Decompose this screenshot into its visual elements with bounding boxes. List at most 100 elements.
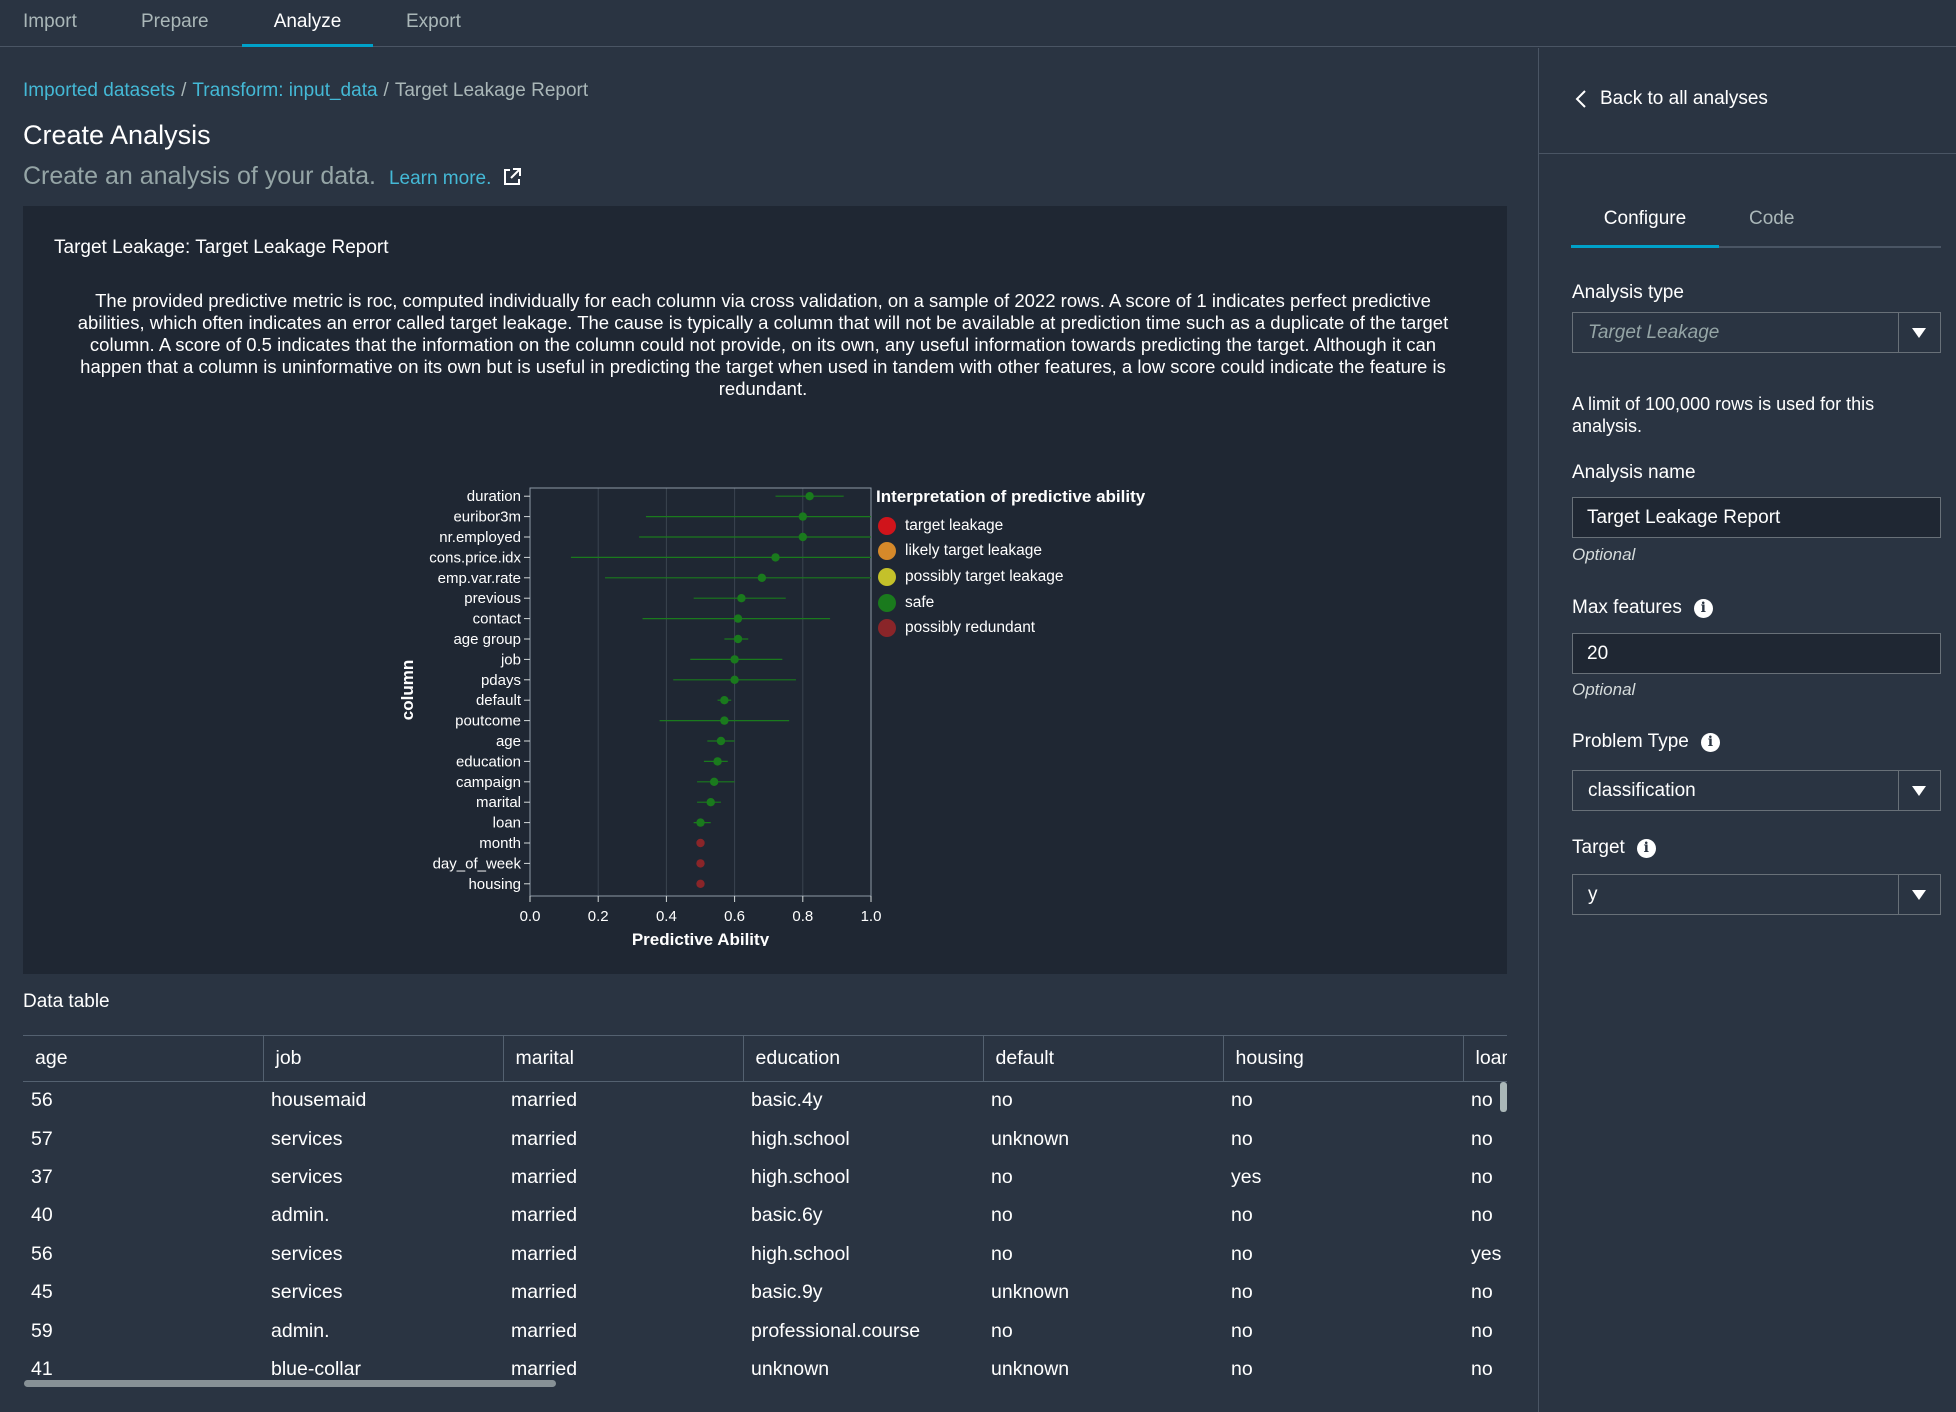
x-tick-label: 1.0 [861, 908, 882, 925]
table-cell-default: no [991, 1242, 1013, 1265]
tab-import[interactable]: Import [23, 11, 77, 32]
column-header-loan[interactable]: loan [1462, 1035, 1507, 1082]
table-cell-default: unknown [991, 1357, 1070, 1380]
data-point-contact [733, 614, 743, 623]
y-tick-label: age [496, 733, 521, 750]
table-row[interactable]: 37 services married high.school no yes no [23, 1158, 1507, 1196]
analysis-name-optional-hint: Optional [1572, 545, 1636, 564]
breadcrumb-separator: / [181, 80, 187, 101]
table-row[interactable]: 40 admin. married basic.6y no no no [23, 1197, 1507, 1235]
table-cell-default: unknown [991, 1281, 1070, 1304]
target-select[interactable]: y [1572, 874, 1941, 915]
table-cell-job: blue-collar [271, 1357, 361, 1380]
column-header-marital[interactable]: marital [502, 1035, 743, 1082]
table-cell-education: basic.4y [751, 1089, 823, 1112]
table-cell-loan: no [1471, 1281, 1493, 1304]
table-cell-loan: no [1471, 1089, 1493, 1112]
legend-dot [878, 619, 896, 638]
column-header-education[interactable]: education [742, 1035, 983, 1082]
breadcrumb-transform[interactable]: Transform: input_data [192, 80, 378, 101]
legend-dot [878, 567, 896, 586]
breadcrumb: Imported datasets / Transform: input_data /… [23, 80, 588, 102]
y-tick-label: nr.employed [439, 529, 521, 546]
max-features-info-icon[interactable]: i [1693, 598, 1713, 618]
target-label: Target i [1572, 837, 1656, 859]
table-cell-age: 59 [31, 1319, 53, 1342]
column-header-job[interactable]: job [262, 1035, 503, 1082]
tab-export[interactable]: Export [406, 11, 461, 32]
table-cell-housing: no [1231, 1242, 1253, 1265]
analysis-type-select[interactable]: Target Leakage [1572, 312, 1941, 353]
table-cell-marital: married [511, 1089, 578, 1112]
y-tick-label: duration [467, 488, 521, 505]
data-point-pdays [730, 675, 739, 684]
column-header-housing[interactable]: housing [1222, 1035, 1463, 1082]
table-row[interactable]: 41 blue-collar married unknown unknown no no [23, 1350, 1507, 1388]
tab-prepare[interactable]: Prepare [141, 11, 209, 32]
side-tabs: Configure Code [1571, 198, 1941, 248]
table-row[interactable]: 56 housemaid married basic.4y no no no [23, 1082, 1507, 1120]
subtitle-text: Create an analysis of your data. [23, 162, 376, 190]
chart-legend: Interpretation of predictive ability tar… [876, 487, 1145, 641]
table-row[interactable]: 45 services married basic.9y unknown no no [23, 1273, 1507, 1311]
table-cell-housing: yes [1231, 1165, 1262, 1188]
dropdown-arrow-icon[interactable] [1898, 771, 1940, 810]
tab-analyze[interactable]: Analyze [242, 0, 373, 47]
table-cell-loan: no [1471, 1165, 1493, 1188]
column-header-age[interactable]: age [23, 1035, 263, 1082]
column-header-default[interactable]: default [982, 1035, 1223, 1082]
data-point-emp-var-rate [757, 573, 767, 582]
table-cell-housing: no [1231, 1089, 1253, 1112]
problem-type-info-icon[interactable]: i [1700, 732, 1720, 752]
target-info-icon[interactable]: i [1636, 838, 1656, 858]
table-cell-job: admin. [271, 1204, 330, 1227]
table-cell-housing: no [1231, 1281, 1253, 1304]
table-vertical-scrollbar[interactable] [1500, 1082, 1507, 1112]
table-cell-job: services [271, 1242, 343, 1265]
y-tick-label: contact [473, 611, 522, 628]
legend-title: Interpretation of predictive ability [876, 487, 1146, 506]
dropdown-arrow-icon[interactable] [1898, 875, 1940, 914]
dropdown-arrow-icon[interactable] [1898, 313, 1940, 352]
breadcrumb-separator: / [383, 80, 389, 101]
analysis-name-input[interactable]: Target Leakage Report [1572, 497, 1941, 538]
y-axis-title: column [398, 660, 417, 720]
tab-code[interactable]: Code [1749, 208, 1795, 229]
back-to-all-analyses-link[interactable]: Back to all analyses [1575, 88, 1768, 110]
table-cell-education: unknown [751, 1357, 830, 1380]
table-cell-loan: no [1471, 1319, 1493, 1342]
data-point-month [696, 838, 705, 848]
table-horizontal-scrollbar[interactable] [24, 1380, 556, 1387]
problem-type-select[interactable]: classification [1572, 770, 1941, 811]
problem-type-label: Problem Type i [1572, 731, 1720, 753]
analysis-name-value: Target Leakage Report [1587, 507, 1781, 528]
table-row[interactable]: 56 services married high.school no no yes [23, 1235, 1507, 1273]
table-row[interactable]: 57 services married high.school unknown no no [23, 1120, 1507, 1158]
main-content: Imported datasets / Transform: input_data /… [0, 48, 1538, 1412]
legend-item-target-leakage: target leakage [876, 513, 1145, 539]
legend-label: target leakage [905, 516, 1004, 534]
breadcrumb-imported-datasets[interactable]: Imported datasets [23, 80, 176, 101]
problem-type-value: classification [1588, 780, 1696, 801]
x-tick-label: 0.4 [656, 908, 677, 925]
table-row[interactable]: 59 admin. married professional.course no no no [23, 1312, 1507, 1350]
learn-more-link[interactable]: Learn more. [388, 168, 492, 189]
table-cell-job: admin. [271, 1319, 330, 1342]
data-table[interactable]: age job marital education default housin… [23, 1035, 1507, 1412]
x-tick-label: 0.6 [724, 908, 745, 925]
table-cell-default: no [991, 1319, 1013, 1342]
predictive-ability-chart: duration euribor3m nr.employed cons.price.i… [398, 487, 882, 946]
table-cell-job: services [271, 1165, 343, 1188]
data-point-duration [805, 492, 814, 501]
legend-dot [878, 516, 896, 535]
max-features-value: 20 [1587, 643, 1609, 664]
table-cell-housing: no [1231, 1319, 1253, 1342]
max-features-input[interactable]: 20 [1572, 633, 1941, 674]
tab-configure[interactable]: Configure [1571, 198, 1719, 248]
table-header-row: age job marital education default housin… [23, 1035, 1507, 1082]
data-point-marital [706, 798, 715, 807]
external-link-icon[interactable] [502, 167, 522, 187]
table-cell-marital: married [511, 1281, 578, 1304]
table-cell-marital: married [511, 1319, 578, 1342]
legend-item-possibly-target-leakage: possibly target leakage [876, 564, 1145, 590]
